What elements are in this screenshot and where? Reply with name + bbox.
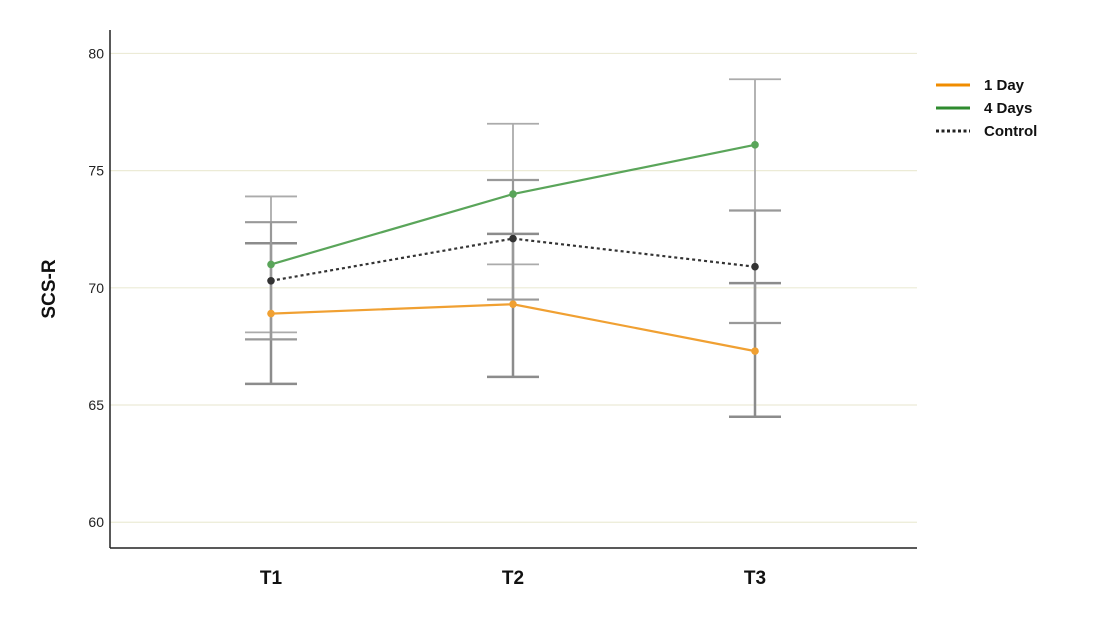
legend-item: 1 Day [936, 77, 1025, 94]
x-tick-label: T2 [502, 568, 524, 589]
series-line-control [270, 237, 756, 282]
legend-label: Control [984, 123, 1037, 140]
data-point [509, 190, 517, 198]
y-tick-label: 75 [88, 163, 104, 179]
point-layer [267, 141, 759, 355]
legend-label: 4 Days [984, 100, 1032, 117]
axis-layer [109, 30, 917, 549]
y-tick-label: 65 [88, 397, 104, 413]
data-point [751, 141, 759, 149]
y-tick-labels: 60 65 70 75 80 [88, 45, 104, 530]
x-tick-label: T1 [260, 568, 283, 589]
legend-item: Control [936, 123, 1037, 140]
y-axis-title: SCS-R [39, 259, 60, 318]
data-point [267, 260, 275, 269]
data-point [509, 234, 517, 243]
y-tick-label: 60 [88, 514, 104, 530]
legend: 1 Day 4 Days Control [936, 77, 1037, 140]
x-tick-labels: T1 T2 T3 [260, 568, 766, 589]
legend-label: 1 Day [984, 77, 1025, 94]
data-point [751, 347, 759, 355]
data-point [509, 300, 517, 309]
data-point [267, 276, 275, 285]
legend-item: 4 Days [936, 100, 1032, 117]
data-point [267, 309, 275, 318]
data-point [751, 262, 759, 271]
y-tick-label: 80 [88, 45, 104, 61]
x-tick-label: T3 [744, 568, 766, 589]
y-tick-label: 70 [88, 280, 104, 296]
